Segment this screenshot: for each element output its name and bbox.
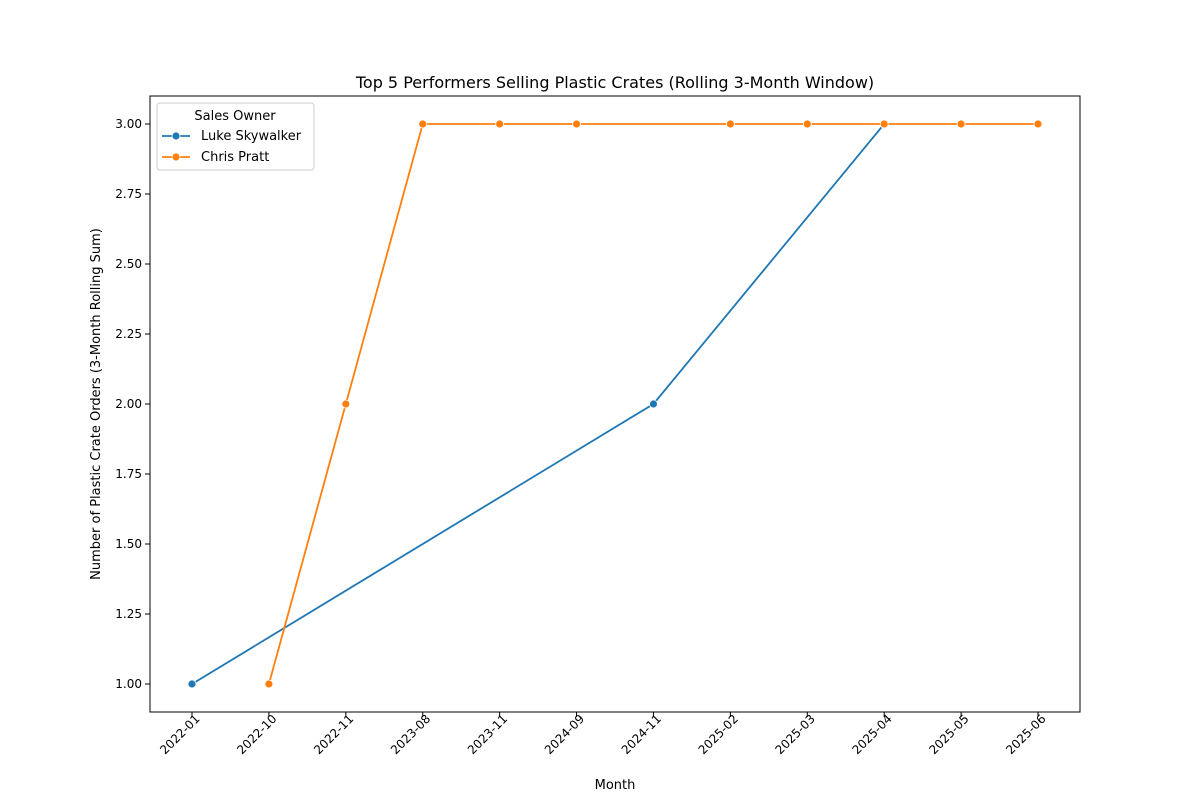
x-tick-label: 2022-01 [157,712,202,757]
y-tick-label: 1.25 [115,607,142,621]
y-tick-label: 2.00 [115,397,142,411]
legend-swatch-marker [171,131,181,141]
x-tick-label: 2025-03 [773,712,818,757]
legend-box [156,102,315,171]
legend-label: Chris Pratt [201,150,269,165]
data-point [264,679,274,689]
data-point [187,679,197,689]
data-point [418,119,428,129]
data-point [572,119,581,129]
x-tick-label: 2025-02 [696,712,741,757]
y-tick-label: 1.50 [115,537,142,551]
data-point [495,119,505,129]
legend-title: Sales Owner [194,109,276,124]
y-tick-label: 1.00 [115,677,142,691]
y-tick-label: 2.50 [115,257,142,271]
data-point [956,119,966,129]
x-tick-label: 2022-11 [311,712,356,757]
series-luke-skywalker [187,119,889,689]
series-chris-pratt [264,119,1043,689]
y-tick-label: 2.25 [115,327,142,341]
series-line [268,123,1038,685]
x-tick-label: 2025-05 [926,712,971,757]
x-tick-label: 2024-09 [542,712,587,757]
data-point [649,399,658,409]
x-tick-label: 2022-10 [234,712,279,757]
y-axis-label: Number of Plastic Crate Orders (3-Month … [89,228,104,580]
y-tick-label: 2.75 [115,187,142,201]
x-axis: 2022-01 2022-10 2022-11 2023-08 2023-11 2024-… [157,712,1048,757]
legend-label: Luke Skywalker [201,129,302,144]
legend: Sales Owner Luke Skywalker Chris Pratt [156,102,315,171]
series-layer [187,119,1043,689]
legend-swatch-marker [171,152,181,162]
data-point [1033,119,1043,129]
data-point [802,119,812,129]
data-point [725,119,735,129]
chart-title: Top 5 Performers Selling Plastic Crates … [355,73,874,92]
y-axis: 1.00 1.25 1.50 1.75 2.00 2.25 2.50 2.75 3.00 [115,117,150,691]
plot-area [149,95,1081,713]
data-point [879,119,889,129]
x-tick-label: 2025-04 [849,712,894,757]
x-tick-label: 2025-06 [1003,712,1048,757]
x-axis-label: Month [595,778,636,793]
data-point [341,399,351,409]
x-tick-label: 2023-08 [388,712,433,757]
legend-entries: Luke Skywalker Chris Pratt [162,129,302,165]
series-line [191,123,885,685]
y-tick-label: 3.00 [115,117,142,131]
x-tick-label: 2023-11 [465,712,510,757]
y-tick-label: 1.75 [115,467,142,481]
x-tick-label: 2024-11 [619,712,664,757]
